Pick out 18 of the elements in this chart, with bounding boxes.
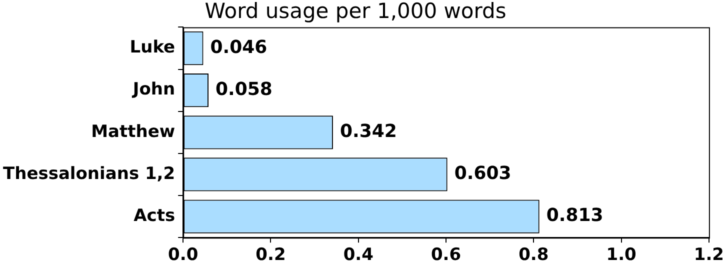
data-label: 0.603 bbox=[454, 163, 512, 184]
y-tick-label: Matthew bbox=[91, 122, 176, 142]
y-tick-label: Thessalonians 1,2 bbox=[2, 164, 176, 184]
x-tick-label: 0.6 bbox=[430, 245, 462, 266]
x-tick-label: 0.4 bbox=[343, 245, 374, 266]
data-label: 0.813 bbox=[546, 205, 604, 226]
x-tick-label: 0.0 bbox=[168, 245, 198, 266]
x-tick-label: 1.0 bbox=[606, 245, 637, 266]
chart-title: Word usage per 1,000 words bbox=[204, 0, 506, 24]
x-tick-label: 0.8 bbox=[518, 245, 549, 266]
y-tick-label: Luke bbox=[130, 38, 176, 58]
x-tick-label: 1.2 bbox=[694, 245, 724, 266]
y-tick-label: Acts bbox=[134, 206, 176, 226]
data-label: 0.046 bbox=[210, 36, 268, 58]
data-label: 0.342 bbox=[340, 121, 397, 142]
x-tick-label: 0.2 bbox=[256, 245, 286, 266]
y-tick-label: John bbox=[132, 80, 176, 100]
data-label: 0.058 bbox=[216, 78, 272, 100]
